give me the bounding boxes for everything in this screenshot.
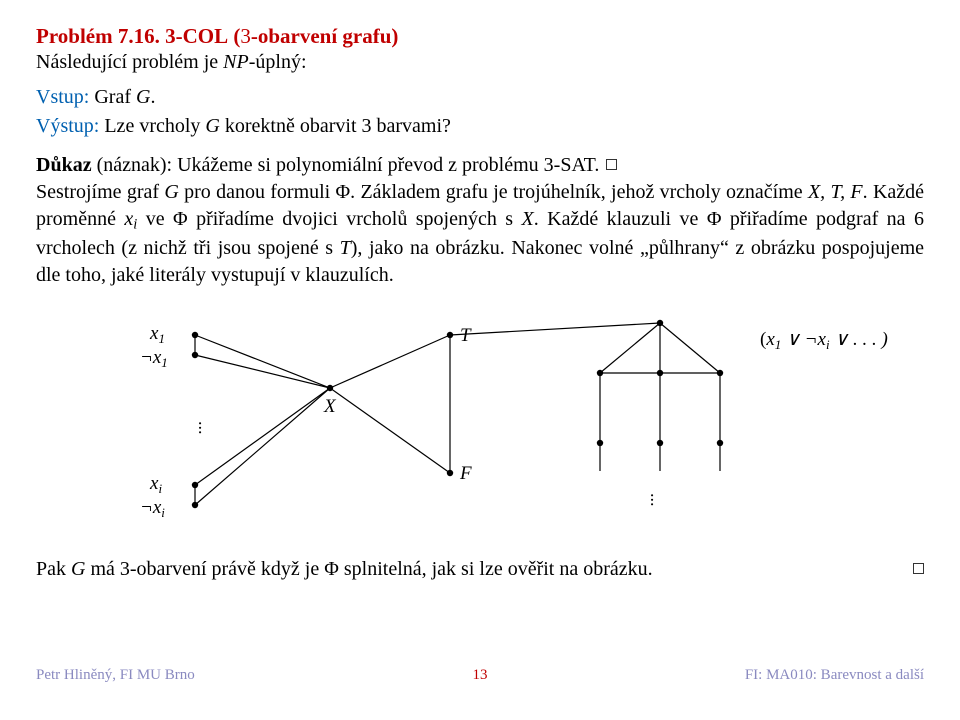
input-var: G xyxy=(136,86,150,108)
problem-name-paren: (3-obarvení grafu) xyxy=(233,24,398,48)
svg-text:(x1 ∨ ¬xi ∨ . . . ): (x1 ∨ ¬xi ∨ . . . ) xyxy=(760,329,888,352)
qed-marker-icon xyxy=(606,159,617,170)
proof-xi: xi xyxy=(124,208,137,230)
input-line: Vstup: Graf G. xyxy=(36,86,924,109)
svg-text:...: ... xyxy=(195,421,215,435)
proof-lead-paren: (náznak): xyxy=(92,154,173,176)
problem-number: 7.16. xyxy=(118,24,160,48)
subheading: Následující problém je NP-úplný: xyxy=(36,51,924,74)
diagram-svg: x1¬x1 xi¬xi X T F...... (x1 ∨ ¬xi ∨ . . . ) xyxy=(40,313,920,533)
concl-a: Pak xyxy=(36,558,71,580)
concl-G: G xyxy=(71,558,85,580)
output-tail: korektně obarvit 3 barvami? xyxy=(220,115,451,137)
diagram-container: x1¬x1 xi¬xi X T F...... (x1 ∨ ¬xi ∨ . . . ) xyxy=(40,313,920,538)
problem-label: Problém xyxy=(36,24,113,48)
subheading-before: Následující problém je xyxy=(36,51,223,73)
proof-s2b: pro danou formuli Φ. Základem grafu je t… xyxy=(179,181,808,203)
proof-s1: Ukážeme si polynomiální převod z problém… xyxy=(172,154,599,176)
problem-heading: Problém 7.16. 3-COL (3-obarvení grafu) xyxy=(36,24,924,49)
input-tail: . xyxy=(150,86,155,108)
page: Problém 7.16. 3-COL (3-obarvení grafu) N… xyxy=(0,0,960,690)
subheading-after: -úplný: xyxy=(249,51,307,73)
output-text: Lze vrcholy xyxy=(99,115,205,137)
input-label: Vstup: xyxy=(36,86,89,108)
output-line: Výstup: Lze vrcholy G korektně obarvit 3… xyxy=(36,115,924,138)
proof-paragraph: Důkaz (náznak): Ukážeme si polynomiální … xyxy=(36,152,924,289)
proof-lead: Důkaz xyxy=(36,154,92,176)
svg-text:...: ... xyxy=(647,493,667,507)
proof-G: G xyxy=(164,181,178,203)
svg-text:T: T xyxy=(460,325,472,346)
concl-b: má 3-obarvení právě když je Φ splnitelná… xyxy=(85,558,652,580)
proof-T2: T xyxy=(340,237,351,259)
svg-text:X: X xyxy=(323,396,337,417)
input-text: Graf xyxy=(89,86,136,108)
svg-text:F: F xyxy=(459,463,472,484)
proof-XTF: X, T, F xyxy=(808,181,863,203)
conclusion: Pak G má 3-obarvení právě když je Φ spln… xyxy=(36,556,924,583)
footer-page: 13 xyxy=(473,667,488,684)
np-symbol: NP xyxy=(223,51,249,73)
problem-name-prefix: 3-COL xyxy=(165,24,228,48)
svg-text:¬x1: ¬x1 xyxy=(140,347,168,370)
proof-s2d: ve Φ přiřadíme dvojici vrcholů spojených… xyxy=(137,208,521,230)
proof-X2: X xyxy=(522,208,534,230)
svg-text:x1: x1 xyxy=(149,323,165,346)
footer-left: Petr Hliněný, FI MU Brno xyxy=(36,667,195,683)
qed-marker-icon xyxy=(913,563,924,574)
svg-text:xi: xi xyxy=(149,473,162,496)
svg-text:¬xi: ¬xi xyxy=(140,497,165,520)
proof-s2a: Sestrojíme graf xyxy=(36,181,164,203)
output-var: G xyxy=(205,115,219,137)
output-label: Výstup: xyxy=(36,115,99,137)
footer: Petr Hliněný, FI MU Brno 13 FI: MA010: B… xyxy=(36,667,924,684)
footer-right: FI: MA010: Barevnost a další xyxy=(745,667,924,684)
